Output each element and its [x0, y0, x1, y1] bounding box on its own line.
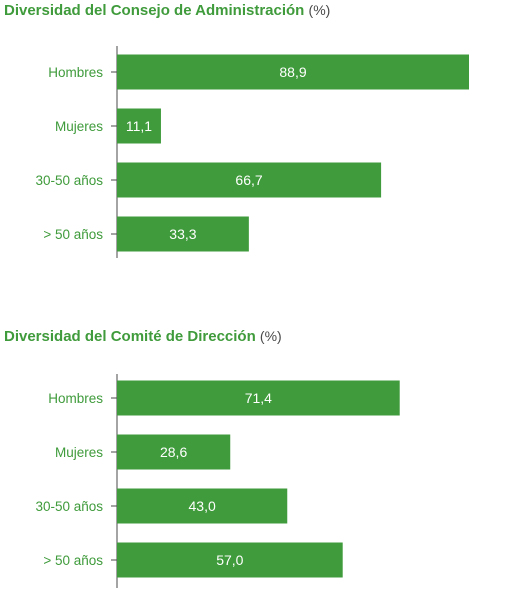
chart-consejo-unit: (%) [308, 2, 331, 18]
chart-comite-unit: (%) [259, 328, 282, 344]
chart-consejo-value-label: 33,3 [169, 226, 196, 242]
chart-consejo-category-label: > 50 años [43, 227, 103, 242]
chart-consejo-value-label: 88,9 [279, 64, 306, 80]
chart-consejo-bar [117, 162, 382, 198]
chart-consejo-category-label: Hombres [48, 65, 103, 80]
chart-comite-title: Diversidad del Comité de Dirección (%) [4, 328, 282, 345]
chart-consejo-title: Diversidad del Consejo de Administración… [4, 2, 330, 19]
chart-comite-category-label: > 50 años [43, 553, 103, 568]
chart-comite-category-label: Hombres [48, 391, 103, 406]
chart-comite-plot: Hombres 71,4 Mujeres 28,6 30-50 años 43,0 > 50… [35, 374, 400, 588]
chart-comite-value-label: 43,0 [189, 498, 216, 514]
chart-consejo-bar [117, 108, 161, 144]
chart-comite-value-label: 57,0 [216, 552, 243, 568]
chart-comite-bar [117, 380, 400, 416]
chart-comite-bar [117, 542, 343, 578]
chart-comite-title-text: Diversidad del Comité de Dirección [4, 328, 256, 345]
chart-comite-value-label: 71,4 [245, 390, 272, 406]
chart-comite-bar [117, 488, 288, 524]
chart-consejo-value-label: 11,1 [126, 118, 152, 134]
chart-consejo-plot: Hombres 88,9 Mujeres 11,1 30-50 años 66,7 > 50… [35, 46, 469, 258]
chart-comite-category-label: Mujeres [55, 445, 103, 460]
chart-comite-value-label: 28,6 [160, 444, 187, 460]
chart-consejo-bar [117, 54, 469, 90]
chart-consejo-value-label: 66,7 [235, 172, 262, 188]
chart-comite: Hombres 71,4 Mujeres 28,6 30-50 años 43,0 > 50… [0, 326, 526, 591]
chart-consejo: Hombres 88,9 Mujeres 11,1 30-50 años 66,7 > 50… [0, 0, 526, 270]
chart-consejo-category-label: Mujeres [55, 119, 103, 134]
chart-comite-bar [117, 434, 231, 470]
chart-consejo-title-text: Diversidad del Consejo de Administración [4, 2, 305, 19]
chart-comite-category-label: 30-50 años [35, 499, 103, 514]
chart-consejo-category-label: 30-50 años [35, 173, 103, 188]
chart-consejo-bar [117, 216, 249, 252]
